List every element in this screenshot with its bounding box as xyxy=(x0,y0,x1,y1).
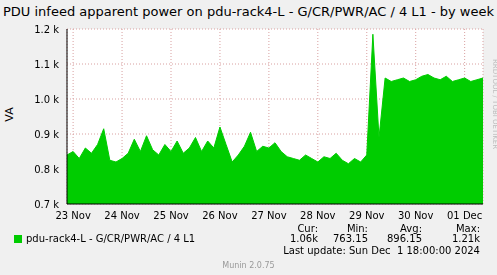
html-text:1.06k: 1.06k xyxy=(289,233,318,244)
svg-text:26 Nov: 26 Nov xyxy=(202,210,238,221)
html-text:896.15: 896.15 xyxy=(387,233,422,244)
html-text:Cur:: Cur: xyxy=(297,223,318,234)
html-text:PDU infeed apparent power on p: PDU infeed apparent power on pdu-rack4-L… xyxy=(3,4,494,19)
svg-text:0.8 k: 0.8 k xyxy=(34,164,59,175)
html-text:Avg:: Avg: xyxy=(400,223,422,234)
svg-text:0.9 k: 0.9 k xyxy=(34,129,59,140)
svg-text:0.7 k: 0.7 k xyxy=(34,199,59,210)
html-text:Max:: Max: xyxy=(456,223,480,234)
html-text:VA: VA xyxy=(2,107,16,122)
svg-text:25 Nov: 25 Nov xyxy=(153,210,189,221)
html-text:1.21k: 1.21k xyxy=(451,233,480,244)
svg-text:01 Dec: 01 Dec xyxy=(447,210,482,221)
html-text:Last update: Sun Dec 1 18:00:0: Last update: Sun Dec 1 18:00:00 2024 xyxy=(283,245,480,256)
svg-text:29 Nov: 29 Nov xyxy=(349,210,385,221)
svg-text:27 Nov: 27 Nov xyxy=(251,210,287,221)
html-text:763.15: 763.15 xyxy=(333,233,368,244)
svg-text:28 Nov: 28 Nov xyxy=(300,210,336,221)
html-text:Min:: Min: xyxy=(346,223,368,234)
svg-text:30 Nov: 30 Nov xyxy=(398,210,434,221)
svg-text:23 Nov: 23 Nov xyxy=(55,210,91,221)
html-text:pdu-rack4-L - G/CR/PWR/AC / 4: pdu-rack4-L - G/CR/PWR/AC / 4 L1 xyxy=(26,233,196,244)
svg-text:1.2 k: 1.2 k xyxy=(34,24,59,35)
svg-text:1.1 k: 1.1 k xyxy=(34,59,59,70)
svg-text:24 Nov: 24 Nov xyxy=(104,210,140,221)
svg-text:1.0 k: 1.0 k xyxy=(34,94,59,105)
html-text:Munin 2.0.75: Munin 2.0.75 xyxy=(222,261,275,270)
